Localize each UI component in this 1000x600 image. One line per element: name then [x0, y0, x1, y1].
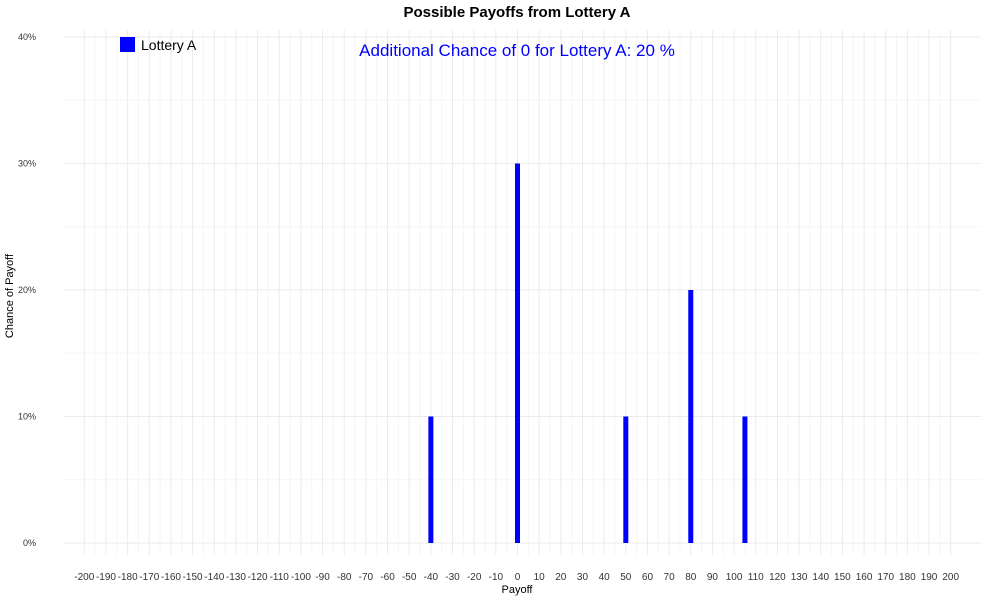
x-tick-label: -190 [96, 572, 116, 583]
x-tick-label: -70 [359, 572, 374, 583]
grid-major [64, 30, 981, 555]
x-tick-label: -120 [248, 572, 268, 583]
x-tick-label: -140 [204, 572, 224, 583]
x-tick-labels: -200 -190 -180 -170 -160 -150 -140 -130 -120 -110… [74, 572, 959, 583]
x-tick-label: 10 [534, 572, 546, 583]
x-tick-label: -200 [74, 572, 94, 583]
x-tick-label: -160 [161, 572, 181, 583]
bars [428, 163, 748, 543]
x-tick-label: 80 [685, 572, 697, 583]
x-tick-label: 170 [877, 572, 894, 583]
x-tick-label: 160 [856, 572, 873, 583]
x-tick-label: -50 [402, 572, 417, 583]
y-tick-labels: 0% 10% 20% 30% 40% [18, 32, 36, 548]
x-tick-label: 0 [515, 572, 521, 583]
x-tick-label: -170 [139, 572, 159, 583]
y-tick-label: 0% [23, 538, 36, 548]
x-tick-label: 100 [726, 572, 743, 583]
chart-title: Possible Payoffs from Lottery A [404, 4, 631, 21]
x-tick-label: 40 [599, 572, 611, 583]
legend-label-lottery-a: Lottery A [141, 37, 197, 53]
x-tick-label: -150 [183, 572, 203, 583]
bar-lottery-a [623, 416, 629, 543]
bar-lottery-a [688, 290, 694, 543]
x-tick-label: 90 [707, 572, 719, 583]
legend: Lottery A [120, 37, 197, 53]
x-tick-label: 120 [769, 572, 786, 583]
x-tick-label: 130 [791, 572, 808, 583]
x-tick-label: 140 [812, 572, 829, 583]
y-axis-label: Chance of Payoff [4, 253, 16, 338]
x-tick-label: -110 [270, 572, 290, 583]
y-tick-label: 30% [18, 159, 36, 169]
x-tick-label: -30 [445, 572, 460, 583]
x-tick-label: -130 [226, 572, 246, 583]
x-tick-label: -80 [337, 572, 352, 583]
x-tick-label: -20 [467, 572, 482, 583]
y-tick-label: 20% [18, 285, 36, 295]
x-tick-label: 190 [921, 572, 938, 583]
grid-minor [64, 30, 981, 555]
x-tick-label: 20 [555, 572, 567, 583]
x-tick-label: -90 [315, 572, 330, 583]
x-tick-label: 70 [664, 572, 676, 583]
bar-lottery-a [515, 163, 520, 543]
bar-lottery-a [428, 416, 434, 543]
x-tick-label: 180 [899, 572, 916, 583]
y-tick-label: 10% [18, 412, 36, 422]
x-axis-label: Payoff [502, 584, 534, 596]
x-tick-label: -10 [489, 572, 504, 583]
x-tick-label: 110 [748, 572, 764, 583]
x-tick-label: -180 [118, 572, 138, 583]
x-tick-label: -60 [380, 572, 395, 583]
x-tick-label: -40 [424, 572, 439, 583]
y-tick-label: 40% [18, 32, 36, 42]
annotation-additional-chance: Additional Chance of 0 for Lottery A: 20… [359, 41, 675, 60]
legend-swatch-lottery-a [120, 37, 135, 52]
x-tick-label: 150 [834, 572, 851, 583]
bar-lottery-a [742, 416, 748, 543]
x-tick-label: 60 [642, 572, 654, 583]
x-tick-label: 50 [620, 572, 632, 583]
x-tick-label: 200 [942, 572, 959, 583]
x-tick-label: 30 [577, 572, 589, 583]
x-tick-label: -100 [291, 572, 311, 583]
